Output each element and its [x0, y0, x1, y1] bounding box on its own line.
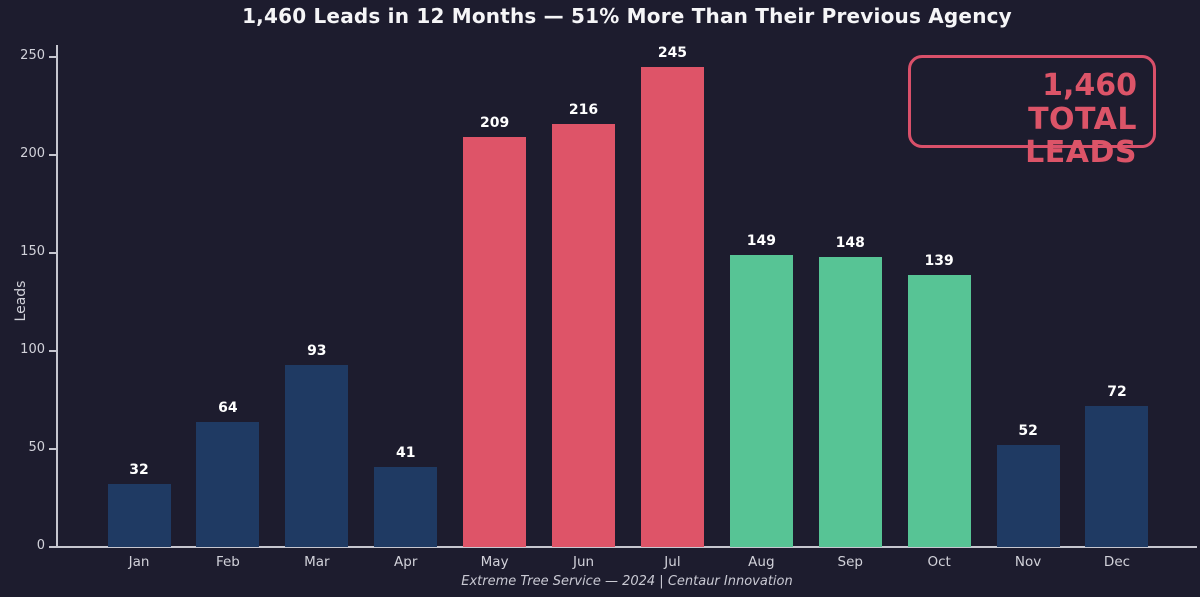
month-label-sep: Sep	[837, 554, 863, 570]
month-label-dec: Dec	[1103, 554, 1131, 570]
y-tick-mark-50	[49, 448, 57, 450]
bar-may	[463, 137, 527, 547]
bar-value-label-dec: 72	[1107, 383, 1127, 400]
bar-oct	[907, 274, 971, 547]
bar-jun	[552, 123, 616, 547]
bar-apr	[374, 466, 438, 547]
bar-value-label-jan: 32	[129, 462, 149, 479]
bar-nov	[996, 445, 1060, 547]
y-tick-mark-250	[49, 56, 57, 58]
y-tick-label-0: 0	[36, 538, 45, 553]
bar-value-label-aug: 149	[746, 232, 776, 249]
month-label-jun: Jun	[572, 554, 595, 570]
bar-value-label-sep: 148	[835, 234, 865, 251]
y-tick-mark-0	[49, 546, 57, 548]
bar-value-label-jul: 245	[657, 44, 688, 61]
total-leads-label: TOTAL LEADS	[1025, 101, 1137, 171]
bar-value-label-oct: 139	[924, 252, 954, 269]
y-tick-mark-200	[49, 154, 57, 156]
month-label-mar: Mar	[304, 554, 330, 570]
plot-area: Leads 0 50 100 150 200 250 32 Jan 64 Feb 93 Mar 41 Ap…	[13, 45, 1197, 570]
chart-footer: Extreme Tree Service — 2024 | Centaur In…	[461, 574, 793, 589]
x-axis-line	[56, 546, 1197, 548]
month-label-jan: Jan	[128, 554, 150, 570]
month-label-apr: Apr	[394, 554, 418, 570]
y-tick-label-200: 200	[20, 146, 45, 161]
total-leads-badge: 1,460 TOTAL LEADS	[908, 55, 1156, 170]
y-axis-line	[56, 45, 58, 548]
y-tick-mark-150	[49, 252, 57, 254]
y-tick-label-100: 100	[20, 342, 45, 357]
chart-title: 1,460 Leads in 12 Months — 51% More Than…	[242, 4, 1012, 28]
month-label-jul: Jul	[664, 554, 681, 570]
bar-value-label-may: 209	[480, 115, 510, 132]
y-tick-label-150: 150	[20, 244, 45, 259]
month-label-aug: Aug	[748, 554, 775, 570]
bar-feb	[196, 421, 260, 547]
bar-value-label-nov: 52	[1018, 423, 1038, 440]
bar-aug	[729, 254, 793, 547]
y-axis-title: Leads	[13, 280, 29, 322]
y-tick-mark-100	[49, 350, 57, 352]
month-label-oct: Oct	[927, 554, 951, 570]
bar-value-label-mar: 93	[307, 342, 327, 359]
bar-value-label-apr: 41	[395, 444, 416, 461]
bar-jan	[107, 484, 171, 547]
total-leads-value: 1,460	[1042, 68, 1137, 103]
month-label-feb: Feb	[215, 554, 240, 570]
bar-mar	[285, 364, 349, 547]
bar-jul	[640, 66, 704, 547]
month-label-may: May	[480, 554, 509, 570]
bar-sep	[818, 256, 882, 547]
y-tick-label-250: 250	[20, 48, 45, 63]
y-tick-label-50: 50	[28, 440, 45, 455]
bar-value-label-jun: 216	[568, 101, 599, 118]
month-label-nov: Nov	[1014, 554, 1042, 570]
bar-value-label-feb: 64	[218, 399, 238, 416]
bar-dec	[1085, 405, 1149, 547]
